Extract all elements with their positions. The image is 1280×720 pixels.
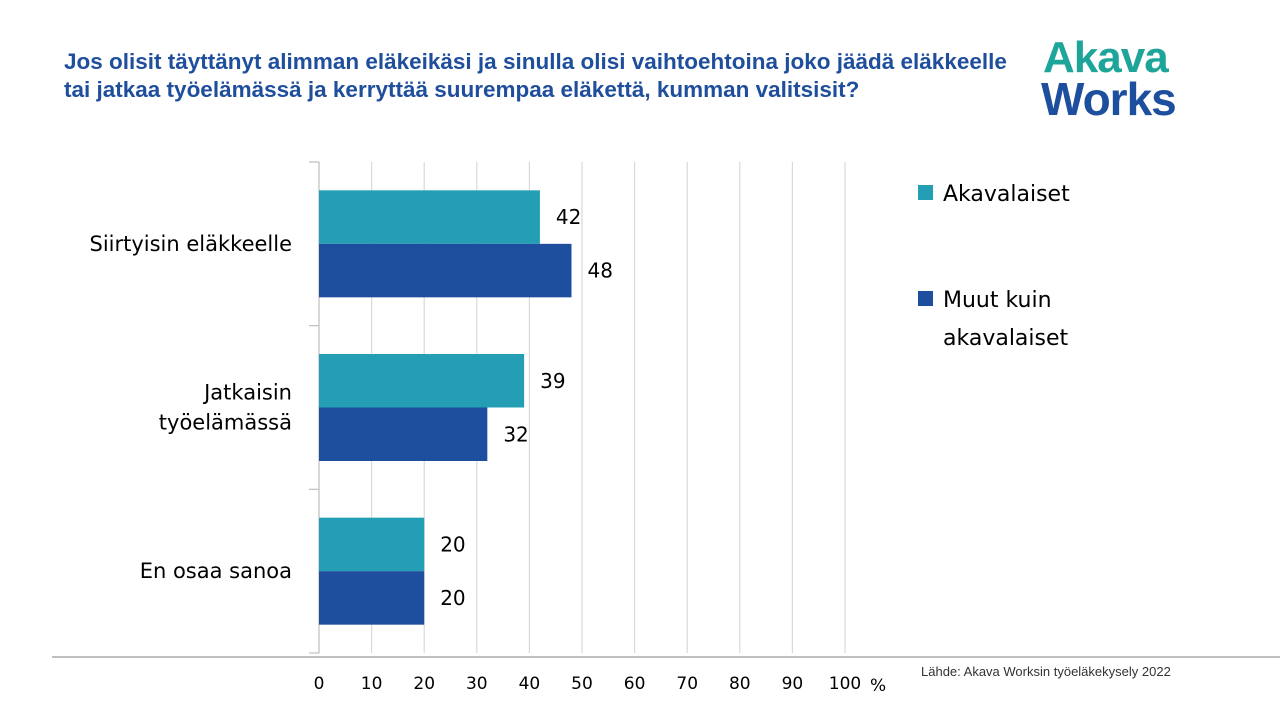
bars: 42 48 39 32 20 20 (319, 190, 613, 625)
legend-label-1: akavalaiset (943, 326, 1069, 351)
category-label-0: Siirtyisin eläkkeelle (89, 232, 292, 256)
legend-label-0: Akavalaiset (943, 182, 1070, 207)
data-label-0-1: 39 (540, 369, 565, 393)
category-label-1: Jatkaisin (202, 381, 292, 405)
category-label-2: En osaa sanoa (140, 559, 292, 583)
logo-line-works: Works (1041, 73, 1177, 125)
akava-works-logo: Akava Works (1040, 33, 1230, 125)
category-labels: Siirtyisin eläkkeelle Jatkaisin työelämäss… (89, 232, 292, 583)
legend-swatch-1 (918, 291, 933, 306)
tick-label-40: 40 (519, 674, 541, 694)
legend-swatch-0 (918, 185, 933, 200)
x-axis-ticks: 0 10 20 30 40 50 60 70 80 90 100% (314, 674, 887, 696)
bar-1-0 (319, 243, 572, 298)
tick-label-20: 20 (413, 674, 435, 694)
category-label-1: työelämässä (159, 411, 292, 435)
tick-label-100: 100 (829, 674, 861, 694)
data-label-1-1: 32 (503, 422, 528, 446)
bar-0-2 (319, 517, 425, 572)
source-note: Lähde: Akava Worksin työeläkekysely 2022 (921, 664, 1171, 679)
tick-label-30: 30 (466, 674, 488, 694)
tick-label-60: 60 (624, 674, 646, 694)
tick-label-70: 70 (676, 674, 698, 694)
legend: Akavalaiset Muut kuin akavalaiset (918, 182, 1070, 351)
bar-0-1 (319, 354, 525, 408)
tick-label-50: 50 (571, 674, 593, 694)
bar-1-2 (319, 571, 425, 625)
data-label-0-0: 42 (556, 205, 581, 229)
tick-label-0: 0 (314, 674, 325, 694)
bar-0-0 (319, 190, 540, 244)
logo-line-akava: Akava (1043, 33, 1169, 82)
x-unit-label: % (870, 676, 886, 696)
data-label-0-2: 20 (440, 532, 465, 556)
tick-label-90: 90 (782, 674, 804, 694)
bar-1-1 (319, 407, 488, 461)
tick-label-80: 80 (729, 674, 751, 694)
chart-title: Jos olisit täyttänyt alimman eläkeikäsi … (64, 49, 1007, 102)
legend-label-1: Muut kuin (943, 288, 1052, 313)
tick-label-10: 10 (361, 674, 383, 694)
data-label-1-2: 20 (440, 586, 465, 610)
data-label-1-0: 48 (587, 259, 612, 283)
